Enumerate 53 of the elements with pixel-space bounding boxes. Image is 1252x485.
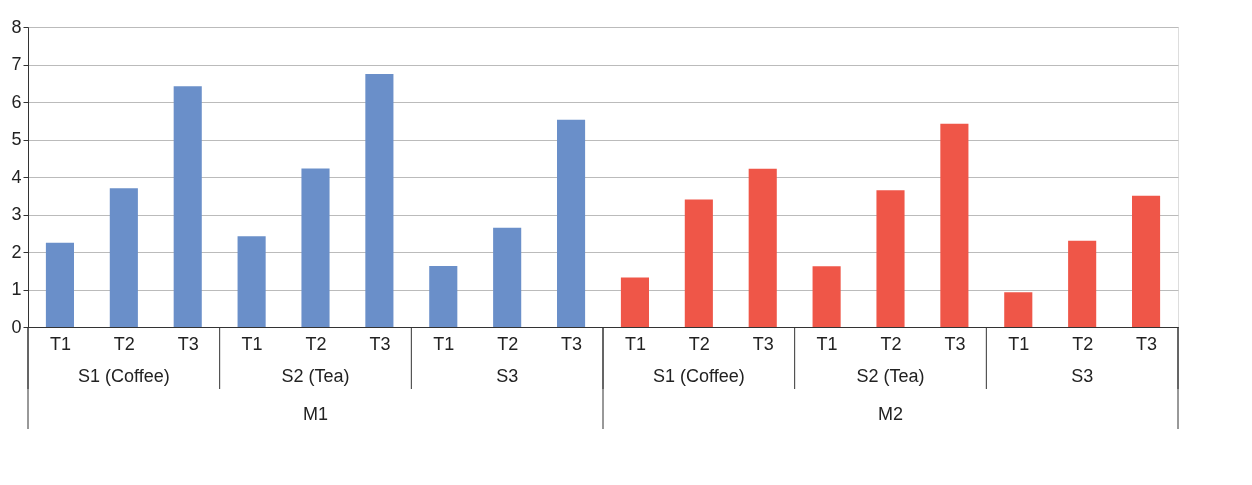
x-tick-label: T1 (241, 333, 263, 354)
y-tick-label: 2 (11, 241, 22, 262)
bar (109, 188, 138, 327)
text: M2 (877, 404, 904, 424)
y-tick-label: 5 (11, 129, 22, 149)
text: S3 (496, 366, 519, 386)
x-tick-label: T2 (880, 333, 902, 354)
x-tick-label: T1 (624, 333, 646, 354)
x-tick-label: T3 (177, 333, 199, 354)
bar (557, 119, 586, 327)
text: S2 (Tea) (856, 366, 925, 386)
x-tick-label: T1 (49, 333, 71, 354)
bar (173, 86, 202, 327)
y-tick-label: 8 (11, 16, 22, 37)
x-tick-label: T2 (113, 333, 135, 354)
text: M1 (302, 404, 329, 424)
x-tick-label: T3 (561, 333, 583, 354)
x-tick-label: T2 (1072, 333, 1094, 354)
y-tick-label: 4 (11, 166, 22, 187)
bar (684, 199, 713, 327)
x-tick-label: T1 (1008, 333, 1030, 354)
bar (237, 236, 266, 327)
bar (620, 277, 649, 327)
bar (301, 168, 330, 327)
bar (45, 242, 74, 327)
text: S3 (1071, 366, 1094, 386)
bar (1132, 195, 1161, 327)
x-tick-label: T3 (944, 333, 966, 354)
text: S1 (Coffee) (652, 366, 745, 386)
bar (812, 266, 841, 327)
bar (429, 265, 458, 327)
text: S2 (Tea) (281, 366, 350, 386)
x-tick-label: T3 (369, 333, 391, 354)
x-tick-label: T1 (433, 333, 455, 354)
x-tick-label: T2 (688, 333, 710, 354)
bar (493, 227, 522, 327)
x-tick-label: T2 (497, 333, 519, 354)
x-tick-label: T3 (752, 333, 774, 354)
bar (365, 73, 394, 327)
x-tick-label: T1 (816, 333, 838, 354)
y-tick-label: 0 (11, 316, 22, 337)
x-tick-label: T3 (1136, 333, 1158, 354)
x-tick-label: T2 (305, 333, 327, 354)
y-tick-label: 1 (11, 279, 22, 299)
bar (876, 190, 905, 327)
y-tick-label: 3 (11, 204, 22, 224)
bar (940, 123, 969, 327)
text: S1 (Coffee) (77, 366, 170, 386)
bar (748, 168, 777, 327)
bar (1004, 292, 1033, 327)
y-tick-label: 6 (11, 91, 22, 112)
bar (1068, 240, 1097, 327)
y-tick-label: 7 (11, 54, 22, 74)
